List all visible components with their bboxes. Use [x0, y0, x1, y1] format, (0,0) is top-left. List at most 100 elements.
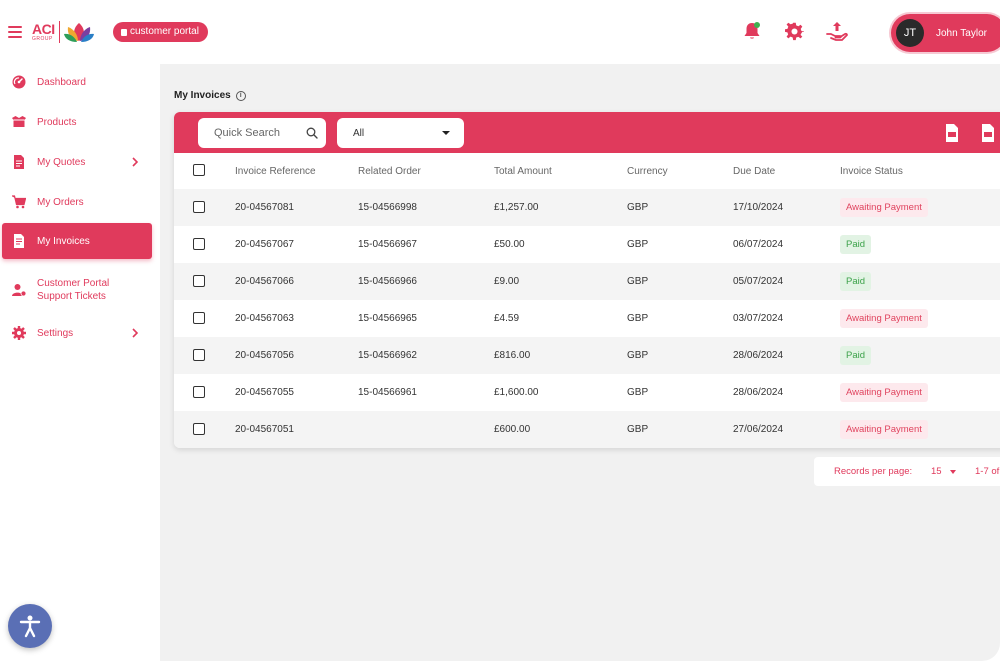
gear-icon[interactable] — [783, 20, 805, 42]
cart-icon — [12, 195, 26, 209]
hand-upload-icon[interactable] — [826, 20, 848, 42]
table-row[interactable]: 20-04567081 15-04566998 £1,257.00 GBP 17/10/… — [174, 189, 1000, 226]
company-logo[interactable]: ACI GROUP — [32, 19, 94, 45]
logo-sub-text: GROUP — [32, 36, 53, 42]
support-user-icon — [12, 284, 26, 297]
total-amount-cell: £600.00 — [494, 424, 531, 435]
box-icon — [12, 116, 26, 127]
lotus-logo-icon — [63, 23, 94, 42]
related-order-cell: 15-04566998 — [358, 202, 417, 213]
csv-file-icon[interactable] — [945, 124, 959, 142]
table-row[interactable]: 20-04567063 15-04566965 £4.59 GBP 03/07/2024… — [174, 300, 1000, 337]
dashboard-icon — [12, 75, 26, 89]
total-amount-cell: £1,600.00 — [494, 387, 539, 398]
customer-portal-badge[interactable]: customer portal — [113, 22, 208, 42]
row-checkbox[interactable] — [193, 423, 205, 435]
sidebar-item-my-quotes[interactable]: My Quotes — [2, 144, 152, 180]
hamburger-menu-icon[interactable] — [8, 26, 22, 38]
total-amount-cell: £1,257.00 — [494, 202, 539, 213]
invoice-status-cell: Awaiting Payment — [840, 189, 928, 226]
table-row[interactable]: 20-04567055 15-04566961 £1,600.00 GBP 28/06/… — [174, 374, 1000, 411]
select-all-checkbox[interactable] — [193, 164, 205, 176]
bell-icon[interactable] — [741, 20, 763, 42]
sidebar-item-my-invoices[interactable]: My Invoices — [2, 223, 152, 259]
table-row[interactable]: 20-04567067 15-04566967 £50.00 GBP 06/07/202… — [174, 226, 1000, 263]
related-order-cell: 15-04566961 — [358, 387, 417, 398]
related-order-cell: 15-04566965 — [358, 313, 417, 324]
row-checkbox[interactable] — [193, 312, 205, 324]
page-title-text: My Invoices — [174, 90, 231, 101]
row-checkbox[interactable] — [193, 238, 205, 250]
accessibility-button[interactable] — [8, 604, 52, 648]
table-row[interactable]: 20-04567051 £600.00 GBP 27/06/2024 Awaiting … — [174, 411, 1000, 448]
portal-badge-label: customer portal — [130, 26, 199, 37]
related-order-cell: 15-04566966 — [358, 276, 417, 287]
sidebar-item-products[interactable]: Products — [2, 104, 152, 140]
logo-main-text: ACI — [32, 21, 55, 37]
page-title: My Invoices i — [174, 90, 246, 101]
column-header[interactable]: Invoice Reference — [235, 165, 316, 177]
search-input[interactable] — [214, 127, 300, 139]
table-toolbar: All — [174, 112, 1000, 153]
sidebar-item-label: Customer Portal Support Tickets — [37, 278, 110, 302]
currency-cell: GBP — [627, 276, 649, 287]
invoices-table: Invoice Reference Related Order Total Am… — [174, 153, 1000, 448]
due-date-cell: 03/07/2024 — [733, 313, 784, 324]
currency-cell: GBP — [627, 387, 649, 398]
currency-cell: GBP — [627, 239, 649, 250]
total-amount-cell: £50.00 — [494, 239, 525, 250]
row-checkbox[interactable] — [193, 275, 205, 287]
currency-cell: GBP — [627, 202, 649, 213]
search-icon[interactable] — [306, 127, 318, 139]
status-badge: Paid — [840, 346, 872, 365]
invoice-status-cell: Awaiting Payment — [840, 411, 928, 448]
status-badge: Awaiting Payment — [840, 383, 928, 402]
chevron-right-icon — [132, 157, 139, 167]
invoice-reference-cell: 20-04567063 — [235, 313, 294, 324]
invoice-reference-cell: 20-04567081 — [235, 202, 294, 213]
total-amount-cell: £4.59 — [494, 313, 520, 324]
page-range: 1-7 of — [975, 466, 1000, 477]
due-date-cell: 28/06/2024 — [733, 350, 784, 361]
row-checkbox[interactable] — [193, 349, 205, 361]
related-order-cell: 15-04566962 — [358, 350, 417, 361]
column-header[interactable]: Related Order — [358, 165, 421, 177]
sidebar-item-my-orders[interactable]: My Orders — [2, 184, 152, 220]
currency-cell: GBP — [627, 313, 649, 324]
column-header[interactable]: Total Amount — [494, 165, 552, 177]
table-row[interactable]: 20-04567056 15-04566962 £816.00 GBP 28/06/20… — [174, 337, 1000, 374]
sidebar-item-label: Products — [37, 116, 77, 128]
chevron-down-icon — [442, 131, 450, 135]
pdf-file-icon[interactable] — [981, 124, 995, 142]
info-icon[interactable]: i — [235, 90, 246, 101]
chevron-down-icon[interactable] — [950, 470, 956, 474]
invoice-status-cell: Paid — [840, 226, 872, 263]
invoice-reference-cell: 20-04567055 — [235, 387, 294, 398]
invoice-status-cell: Paid — [840, 263, 872, 300]
table-header-row: Invoice Reference Related Order Total Am… — [174, 153, 1000, 189]
column-header[interactable]: Invoice Status — [840, 165, 903, 177]
column-header[interactable]: Currency — [627, 165, 668, 177]
accessibility-icon — [19, 615, 41, 638]
status-filter-select[interactable]: All — [337, 118, 464, 148]
row-checkbox[interactable] — [193, 386, 205, 398]
total-amount-cell: £816.00 — [494, 350, 531, 361]
status-badge: Paid — [840, 272, 872, 291]
due-date-cell: 28/06/2024 — [733, 387, 784, 398]
sidebar-item-label: My Quotes — [37, 156, 86, 168]
status-badge: Awaiting Payment — [840, 420, 928, 439]
user-menu-button[interactable]: JT John Taylor — [891, 14, 1000, 52]
invoice-status-cell: Paid — [840, 337, 872, 374]
row-checkbox[interactable] — [193, 201, 205, 213]
column-header[interactable]: Due Date — [733, 165, 776, 177]
invoice-reference-cell: 20-04567056 — [235, 350, 294, 361]
sidebar-item-support-tickets[interactable]: Customer Portal Support Tickets — [2, 270, 152, 310]
invoice-reference-cell: 20-04567051 — [235, 424, 294, 435]
invoice-status-cell: Awaiting Payment — [840, 300, 928, 337]
gear-icon — [12, 326, 26, 340]
sidebar-item-settings[interactable]: Settings — [2, 315, 152, 351]
sidebar-item-dashboard[interactable]: Dashboard — [2, 64, 152, 100]
currency-cell: GBP — [627, 424, 649, 435]
table-row[interactable]: 20-04567066 15-04566966 £9.00 GBP 05/07/2024… — [174, 263, 1000, 300]
records-per-page-select[interactable]: 15 — [931, 466, 942, 477]
